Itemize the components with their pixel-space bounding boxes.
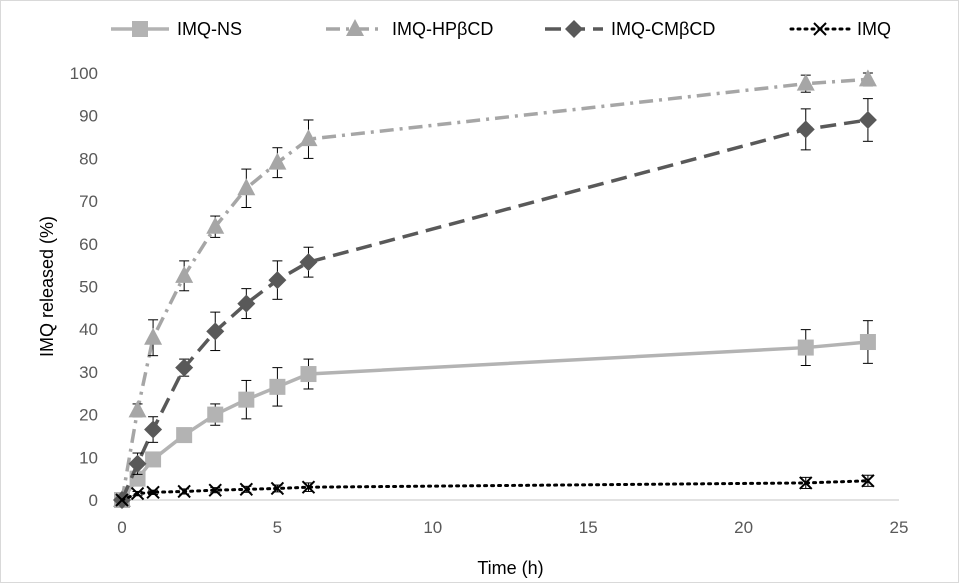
legend-marker	[565, 20, 583, 38]
y-tick-label: 30	[79, 363, 98, 382]
data-point	[175, 265, 194, 283]
data-point	[861, 474, 875, 488]
series-line	[120, 479, 870, 502]
data-point	[144, 420, 163, 439]
y-tick-label: 70	[79, 192, 98, 211]
data-point	[270, 481, 285, 496]
axes: 0 5 10 15 20 25 0 10 20 30 40 50 60 70 80 90 100 Time (…	[37, 64, 908, 578]
y-axis-title: IMQ released (%)	[37, 216, 57, 357]
data-point	[300, 366, 317, 383]
y-tick-label: 90	[79, 107, 98, 126]
legend-marker	[132, 21, 148, 37]
data-point	[145, 451, 162, 468]
series-imq-hp-cd	[113, 69, 877, 507]
data-point	[796, 120, 815, 139]
y-tick-label: 20	[79, 406, 98, 425]
data-point	[268, 271, 287, 290]
y-tick-label: 0	[89, 491, 98, 510]
data-point	[146, 485, 160, 500]
series-imq	[115, 474, 875, 507]
legend-label: IMQ-HPβCD	[392, 19, 493, 39]
data-point	[206, 216, 225, 234]
data-point	[858, 110, 877, 129]
y-tick-label: 50	[79, 278, 98, 297]
data-point	[206, 322, 225, 341]
y-tick-label: 100	[70, 64, 98, 83]
data-point	[176, 427, 193, 444]
legend-item-imq-hp-cd: IMQ-HPβCD	[326, 19, 493, 39]
data-point	[208, 483, 222, 497]
data-point	[239, 482, 254, 497]
legend-item-imq-cm-cd: IMQ-CMβCD	[545, 19, 715, 39]
data-point	[799, 476, 813, 490]
legend-label: IMQ	[857, 19, 891, 39]
data-point	[859, 334, 876, 351]
data-point	[237, 178, 256, 196]
data-point	[299, 253, 318, 272]
x-axis-title: Time (h)	[477, 558, 543, 578]
legend-marker	[813, 22, 827, 36]
data-point	[207, 406, 224, 423]
data-point	[238, 391, 255, 408]
y-tick-label: 80	[79, 149, 98, 168]
x-tick-label: 10	[423, 518, 442, 537]
x-tick-label: 25	[890, 518, 909, 537]
series-line	[120, 118, 869, 501]
legend-label: IMQ-CMβCD	[611, 19, 715, 39]
data-point	[177, 484, 191, 499]
y-axis-ticks: 0 10 20 30 40 50 60 70 80 90 100	[70, 64, 98, 510]
x-tick-label: 20	[734, 518, 753, 537]
data-point	[130, 486, 145, 501]
data-point	[301, 480, 316, 494]
x-axis-ticks: 0 5 10 15 20 25	[117, 518, 908, 537]
data-point	[144, 327, 163, 345]
legend-marker	[346, 19, 364, 36]
data-point	[796, 73, 815, 91]
legend-item-imq-ns: IMQ-NS	[111, 19, 242, 39]
legend: IMQ-NS IMQ-HPβCD IMQ-CMβCD IMQ	[111, 19, 891, 39]
data-point	[115, 493, 129, 507]
series-imq-cm-cd	[113, 98, 877, 509]
data-point	[128, 400, 147, 418]
y-tick-label: 10	[79, 448, 98, 467]
data-point	[175, 358, 194, 377]
data-point	[269, 378, 286, 395]
data-point	[268, 152, 287, 170]
y-tick-label: 40	[79, 320, 98, 339]
legend-label: IMQ-NS	[177, 19, 242, 39]
series-imq-ns	[114, 320, 876, 508]
plot-area	[113, 69, 877, 509]
legend-item-imq: IMQ	[789, 19, 891, 39]
data-point	[858, 69, 877, 87]
x-tick-label: 15	[579, 518, 598, 537]
data-point	[237, 294, 256, 313]
series-line	[120, 77, 869, 501]
y-tick-label: 60	[79, 235, 98, 254]
series-line	[120, 340, 869, 502]
x-tick-label: 5	[273, 518, 282, 537]
data-point	[299, 129, 318, 147]
x-tick-label: 0	[117, 518, 126, 537]
data-point	[128, 454, 147, 473]
data-point	[797, 339, 814, 356]
